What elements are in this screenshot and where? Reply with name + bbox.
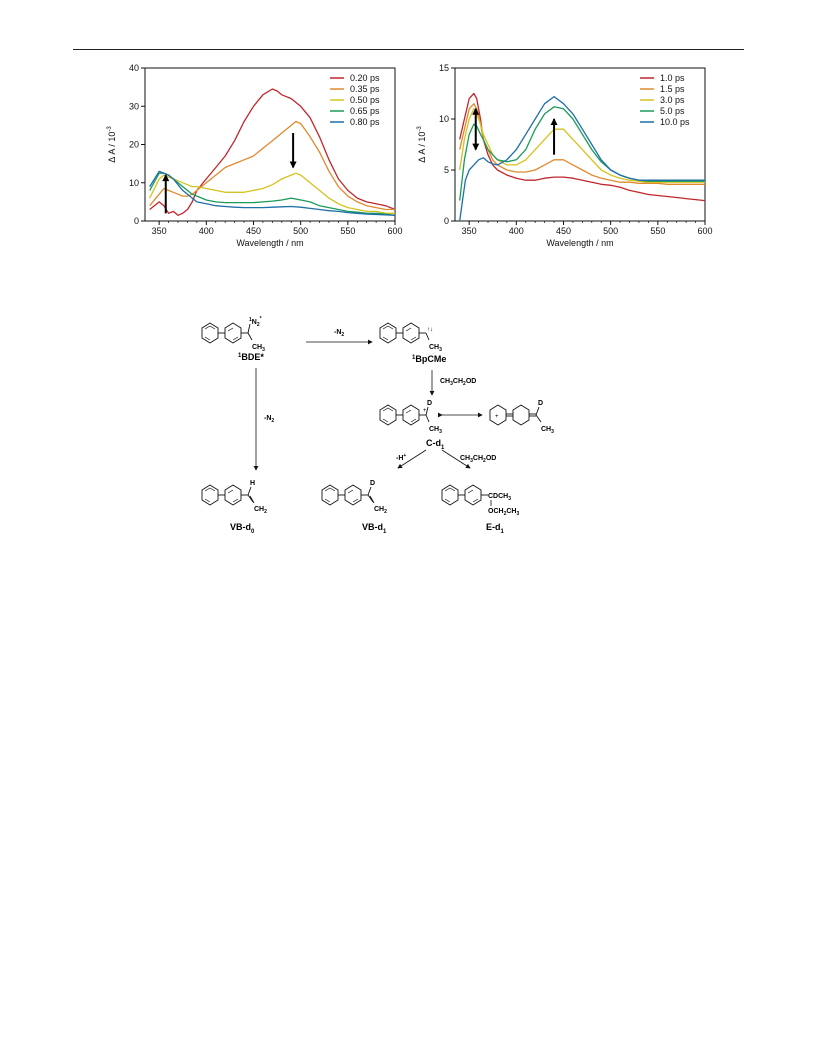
label-vb-d0: VB-d0: [230, 522, 255, 535]
svg-text:CDCH3: CDCH3: [488, 493, 511, 502]
legend-label: 0.20 ps: [350, 73, 380, 83]
svg-text:OCH2CH3: OCH2CH3: [488, 508, 519, 517]
svg-text:D: D: [427, 400, 432, 407]
svg-text:H: H: [250, 480, 255, 487]
y-tick-label: 30: [129, 101, 139, 111]
molecule-cation-resonance: + D CH3: [489, 400, 554, 435]
svg-text:CH3: CH3: [429, 344, 442, 353]
series-line-0-80-ps: [149, 170, 396, 216]
y-tick-label: 20: [129, 140, 139, 150]
x-tick-label: 450: [556, 226, 571, 236]
label-minus-h: -H+: [396, 453, 406, 462]
x-tick-label: 400: [199, 226, 214, 236]
legend-label: 0.65 ps: [350, 106, 380, 116]
legend-label: 1.0 ps: [660, 73, 685, 83]
svg-text:CH2: CH2: [254, 506, 267, 515]
molecule-bde: 1N2* CH3: [201, 316, 265, 353]
series-line-0-50-ps: [149, 172, 395, 214]
x-tick-label: 500: [603, 226, 618, 236]
label-minus-n2-top: -N2: [334, 329, 344, 338]
y-tick-label: 0: [134, 216, 139, 226]
label-c-d1: C-d1: [426, 438, 445, 451]
y-tick-label: 10: [129, 178, 139, 188]
svg-text:CH3: CH3: [429, 426, 442, 435]
svg-text:D: D: [370, 480, 375, 487]
label-ch3ch2od-2: CH3CH2OD: [460, 455, 496, 464]
legend-label: 0.35 ps: [350, 84, 380, 94]
x-tick-label: 500: [293, 226, 308, 236]
x-tick-label: 450: [246, 226, 261, 236]
legend-label: 1.5 ps: [660, 84, 685, 94]
molecule-vb-d1: D CH2: [321, 480, 387, 515]
legend-label: 0.50 ps: [350, 95, 380, 105]
x-tick-label: 600: [697, 226, 712, 236]
molecule-cation-c-d1: D + CH3: [379, 400, 442, 435]
legend-label: 5.0 ps: [660, 106, 685, 116]
molecule-vb-d0: H CH2: [201, 480, 267, 515]
series-line-10-0-ps: [459, 95, 705, 222]
label-minus-n2-side: -N2: [264, 415, 274, 424]
series-line-0-35-ps: [149, 120, 395, 211]
y-tick-label: 15: [439, 63, 449, 73]
svg-text:CH3: CH3: [541, 426, 554, 435]
svg-text:↑↓: ↑↓: [427, 327, 433, 333]
reaction-scheme: 1N2* CH3 1BDE* -N2 ↑↓ CH3 1BpCMe CH3CH2O…: [201, 316, 554, 535]
x-axis-label: Wavelength / nm: [546, 238, 613, 248]
annotation-arrowhead: [550, 118, 558, 125]
y-axis-label: Δ A / 10-3: [417, 126, 427, 163]
x-tick-label: 550: [340, 226, 355, 236]
molecule-e-d1: CDCH3 OCH2CH3: [441, 484, 519, 517]
x-tick-label: 400: [509, 226, 524, 236]
ch3-group: CH3: [252, 344, 265, 353]
svg-text:+: +: [495, 414, 499, 420]
label-e-d1: E-d1: [486, 522, 505, 535]
svg-text:+: +: [423, 408, 427, 414]
y-tick-label: 10: [439, 114, 449, 124]
annotation-arrowhead: [162, 174, 170, 182]
arrow-ether-formation: [441, 449, 471, 469]
x-tick-label: 350: [462, 226, 477, 236]
series-line-3-0-ps: [459, 108, 705, 183]
label-bpcme: 1BpCMe: [412, 354, 446, 364]
plot-frame: [454, 67, 706, 222]
y-tick-label: 40: [129, 63, 139, 73]
series-line-0-20-ps: [149, 88, 396, 216]
legend-label: 0.80 ps: [350, 117, 380, 127]
x-tick-label: 550: [650, 226, 665, 236]
svg-text:D: D: [538, 400, 543, 407]
series-line-1-0-ps: [459, 92, 706, 202]
series-line-0-65-ps: [149, 172, 396, 216]
annotation-arrowhead: [472, 107, 480, 115]
y-tick-label: 5: [444, 165, 449, 175]
label-ch3ch2od-1: CH3CH2OD: [440, 378, 476, 387]
label-bde: 1BDE*: [238, 352, 264, 362]
n2-group: 1N2*: [249, 316, 262, 328]
svg-text:CH2: CH2: [374, 506, 387, 515]
x-axis-label: Wavelength / nm: [236, 238, 303, 248]
annotation-arrowhead: [289, 161, 297, 169]
molecule-bpcme: ↑↓ CH3: [379, 322, 442, 353]
y-axis-label: Δ A / 10-3: [107, 126, 117, 163]
x-tick-label: 600: [387, 226, 402, 236]
label-vb-d1: VB-d1: [362, 522, 387, 535]
transient-spectra-chart-early: 350 400 450 500 550 600 0 10 20 30 40 Wavelength / …: [107, 63, 403, 248]
y-tick-label: 0: [444, 216, 449, 226]
series-line-5-0-ps: [459, 106, 705, 201]
annotation-arrowhead: [472, 143, 480, 151]
x-tick-label: 350: [152, 226, 167, 236]
legend-label: 10.0 ps: [660, 117, 690, 127]
header-rule: [73, 49, 744, 50]
transient-spectra-chart-late: 350 400 450 500 550 600 0 5 10 15 Wavelength / nm Δ…: [417, 63, 713, 248]
arrow-deprotonation: [397, 449, 427, 469]
legend-label: 3.0 ps: [660, 95, 685, 105]
